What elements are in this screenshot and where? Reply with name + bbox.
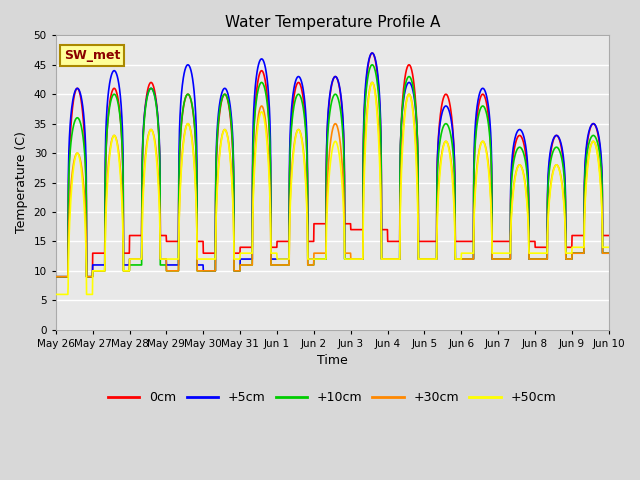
Legend: 0cm, +5cm, +10cm, +30cm, +50cm: 0cm, +5cm, +10cm, +30cm, +50cm <box>103 386 561 409</box>
Title: Water Temperature Profile A: Water Temperature Profile A <box>225 15 440 30</box>
Y-axis label: Temperature (C): Temperature (C) <box>15 132 28 233</box>
Text: SW_met: SW_met <box>64 49 120 62</box>
X-axis label: Time: Time <box>317 354 348 367</box>
